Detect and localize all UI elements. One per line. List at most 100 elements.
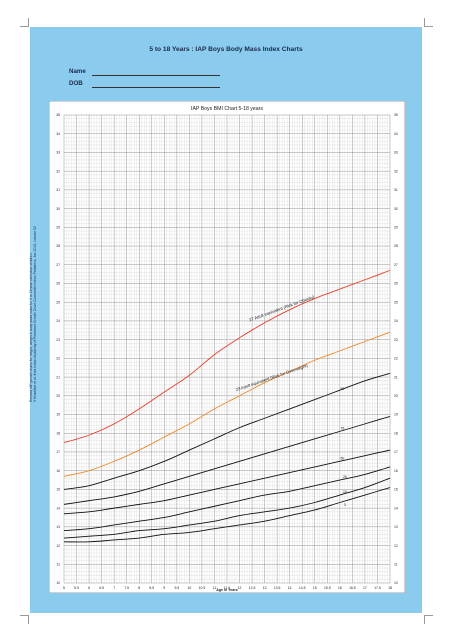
tick-labels: 5 5.5 6 6.5 7 7.5 8 8.5 9 9.5 10 10.5 11 11.5 12 12.5 13… bbox=[56, 113, 398, 590]
name-label: Name bbox=[69, 68, 86, 75]
x-tick-label: 5 bbox=[63, 586, 65, 590]
crop-mark-top-left bbox=[20, 18, 29, 27]
y-tick-label-right: 12 bbox=[394, 544, 398, 548]
y-tick-label-left: 26 bbox=[56, 282, 60, 286]
crop-mark-bottom-left bbox=[20, 615, 29, 624]
crop-mark-bottom-right bbox=[424, 615, 433, 624]
y-tick-label-left: 18 bbox=[56, 431, 60, 435]
curve-label: 90 bbox=[340, 387, 344, 391]
y-tick-label-left: 21 bbox=[56, 375, 60, 379]
series-line bbox=[63, 477, 391, 539]
series-line bbox=[63, 331, 391, 477]
x-tick-label: 11 bbox=[213, 586, 217, 590]
bmi-chart: IAP Boys BMI Chart 5-18 years 5 5.5 6 6.5 7 7… bbox=[49, 101, 405, 593]
x-tick-label: 13 bbox=[263, 586, 267, 590]
series-lines bbox=[63, 269, 391, 543]
y-tick-label-left: 19 bbox=[56, 413, 60, 417]
y-tick-label-left: 35 bbox=[56, 113, 60, 117]
y-tick-label-right: 29 bbox=[394, 226, 398, 230]
series-line bbox=[63, 466, 391, 532]
x-tick-label: 7 bbox=[113, 586, 115, 590]
y-tick-label-left: 24 bbox=[56, 319, 60, 323]
y-tick-label-right: 15 bbox=[394, 488, 398, 492]
x-tick-label: 9.5 bbox=[174, 586, 179, 590]
y-tick-label-right: 14 bbox=[394, 506, 398, 510]
x-tick-label: 15 bbox=[313, 586, 317, 590]
series-line bbox=[63, 415, 391, 505]
x-tick-label: 14.5 bbox=[299, 586, 306, 590]
x-tick-label: 6 bbox=[88, 586, 90, 590]
y-tick-label-left: 33 bbox=[56, 151, 60, 155]
y-tick-label-right: 28 bbox=[394, 244, 398, 248]
x-tick-label: 5.5 bbox=[74, 586, 79, 590]
x-tick-label: 7.5 bbox=[124, 586, 129, 590]
x-tick-label: 15.5 bbox=[324, 586, 331, 590]
y-tick-label-left: 11 bbox=[56, 562, 60, 566]
y-tick-label-right: 16 bbox=[394, 469, 398, 473]
y-tick-label-left: 25 bbox=[56, 300, 60, 304]
y-tick-label-right: 10 bbox=[394, 581, 398, 585]
x-tick-label: 11.5 bbox=[224, 586, 230, 590]
y-tick-label-left: 23 bbox=[56, 338, 60, 342]
x-tick-label: 10.5 bbox=[199, 586, 206, 590]
curve-label: 50 bbox=[340, 456, 344, 460]
source-note: Revised IAP growth charts for height, we… bbox=[29, 72, 37, 402]
x-tick-label: 8.5 bbox=[149, 586, 154, 590]
y-tick-label-left: 32 bbox=[56, 169, 60, 173]
y-tick-label-left: 10 bbox=[56, 581, 60, 585]
chart-title: IAP Boys BMI Chart 5-18 years bbox=[191, 106, 263, 112]
x-tick-label: 12 bbox=[238, 586, 242, 590]
y-tick-label-left: 12 bbox=[56, 544, 60, 548]
y-tick-label-left: 20 bbox=[56, 394, 60, 398]
series-line bbox=[63, 487, 391, 543]
x-tick-label: 18 bbox=[388, 586, 392, 590]
x-tick-label: 9 bbox=[163, 586, 165, 590]
y-tick-label-left: 30 bbox=[56, 207, 60, 211]
page-title: 5 to 18 Years : IAP Boys Body Mass Index… bbox=[149, 46, 303, 53]
y-tick-label-right: 24 bbox=[394, 319, 398, 323]
x-tick-label: 17.5 bbox=[374, 586, 381, 590]
y-tick-label-left: 16 bbox=[56, 469, 60, 473]
x-tick-label: 14 bbox=[288, 586, 292, 590]
dob-label: DOB bbox=[69, 80, 83, 87]
y-tick-label-right: 31 bbox=[394, 188, 398, 192]
x-tick-label: 17 bbox=[363, 586, 367, 590]
x-axis-label: Age in Years bbox=[216, 588, 238, 592]
y-tick-label-right: 25 bbox=[394, 300, 398, 304]
y-tick-label-right: 27 bbox=[394, 263, 398, 267]
y-tick-label-right: 11 bbox=[394, 562, 398, 566]
y-tick-label-left: 31 bbox=[56, 188, 60, 192]
y-tick-label-right: 13 bbox=[394, 525, 398, 529]
y-tick-label-right: 33 bbox=[394, 151, 398, 155]
source-note-line-2: V Khadilkar et al. from Indian Academy o… bbox=[33, 226, 38, 402]
curve-label: 3 bbox=[344, 503, 346, 507]
x-tick-label: 8 bbox=[138, 586, 140, 590]
y-tick-label-right: 34 bbox=[394, 132, 398, 136]
y-tick-label-left: 14 bbox=[56, 506, 60, 510]
y-tick-label-right: 23 bbox=[394, 338, 398, 342]
y-tick-label-left: 22 bbox=[56, 357, 60, 361]
y-tick-label-right: 20 bbox=[394, 394, 398, 398]
y-tick-label-right: 30 bbox=[394, 207, 398, 211]
y-tick-label-right: 18 bbox=[394, 431, 398, 435]
x-tick-label: 12.5 bbox=[249, 586, 256, 590]
x-tick-label: 13.5 bbox=[274, 586, 281, 590]
y-tick-label-left: 15 bbox=[56, 488, 60, 492]
y-tick-label-right: 26 bbox=[394, 282, 398, 286]
y-tick-label-right: 21 bbox=[394, 375, 398, 379]
y-tick-label-right: 17 bbox=[394, 450, 398, 454]
x-tick-label: 16.5 bbox=[349, 586, 356, 590]
y-tick-label-right: 19 bbox=[394, 413, 398, 417]
curve-label: 10 bbox=[343, 490, 347, 494]
series-line bbox=[63, 449, 391, 515]
y-tick-label-left: 13 bbox=[56, 525, 60, 529]
y-tick-label-left: 34 bbox=[56, 132, 60, 136]
x-tick-label: 10 bbox=[187, 586, 191, 590]
name-field-line[interactable] bbox=[92, 75, 220, 76]
y-tick-label-left: 29 bbox=[56, 226, 60, 230]
dob-field-line[interactable] bbox=[92, 87, 220, 88]
curve-label: 75 bbox=[340, 426, 344, 430]
y-tick-label-left: 17 bbox=[56, 450, 60, 454]
y-tick-label-left: 28 bbox=[56, 244, 60, 248]
series-line bbox=[63, 269, 391, 444]
